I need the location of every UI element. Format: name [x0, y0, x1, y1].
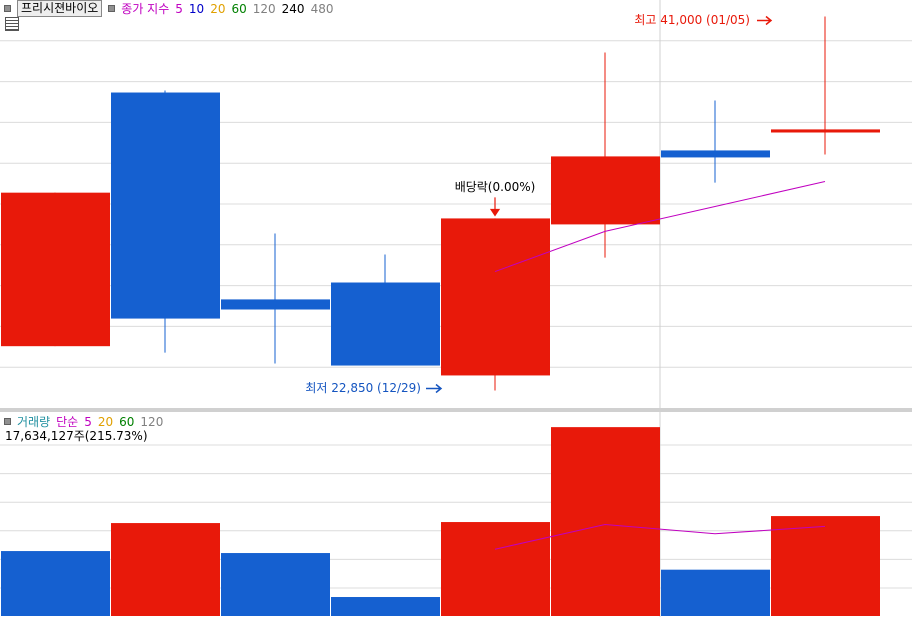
- legend-label[interactable]: 종가 지수: [121, 2, 170, 16]
- volume-bar: [331, 597, 440, 616]
- legend-period[interactable]: 60: [231, 1, 247, 16]
- legend-period[interactable]: 5: [175, 1, 183, 16]
- candle-body: [441, 218, 550, 376]
- legend-label[interactable]: 거래량: [17, 415, 51, 429]
- volume-bar: [1, 551, 110, 616]
- candle-body: [771, 129, 880, 133]
- ex-dividend-annotation: 배당락(0.00%): [455, 180, 536, 194]
- volume-bar: [441, 522, 550, 616]
- volume-info: 17,634,127주(215.73%): [5, 429, 148, 443]
- price-legend: 프리시젼바이오 종가 지수 5 10 20 60 120 240 480: [4, 0, 333, 17]
- candle-body: [661, 150, 770, 158]
- stock-name-button[interactable]: 프리시젼바이오: [17, 0, 103, 17]
- annotation-arrow: [757, 15, 773, 26]
- legend-period[interactable]: 10: [188, 1, 205, 16]
- candle-body: [331, 282, 440, 366]
- volume-legend: 거래량 단순 5 20 60 120: [4, 413, 163, 430]
- moving-average-line: [494, 181, 826, 273]
- volume-bar: [551, 427, 660, 616]
- candle-body: [1, 192, 110, 347]
- legend-period[interactable]: 120: [252, 1, 276, 16]
- volume-bar: [221, 553, 330, 616]
- candle-body: [551, 156, 660, 225]
- annotation-arrow: [489, 197, 501, 217]
- legend-period[interactable]: 20: [210, 1, 226, 16]
- volume-bar: [771, 516, 880, 616]
- panel-icon: [4, 5, 11, 12]
- volume-bar: [111, 523, 220, 616]
- volume-bar: [661, 569, 770, 616]
- candle-body: [111, 92, 220, 319]
- legend-period[interactable]: 240: [281, 1, 305, 16]
- panel-icon: [4, 418, 11, 425]
- moving-average-line: [494, 523, 826, 550]
- legend-period[interactable]: 120: [140, 414, 164, 429]
- legend-period[interactable]: 5: [84, 414, 92, 429]
- legend-period[interactable]: 20: [97, 414, 114, 429]
- legend-period[interactable]: 60: [119, 414, 135, 429]
- candle-body: [221, 299, 330, 310]
- legend-method[interactable]: 단순: [56, 415, 79, 429]
- table-icon[interactable]: [5, 17, 19, 31]
- low-annotation: 최저 22,850 (12/29): [305, 381, 421, 395]
- annotation-arrow: [426, 383, 443, 394]
- panel-icon: [108, 5, 116, 12]
- high-annotation: 최고 41,000 (01/05): [634, 13, 750, 27]
- legend-period[interactable]: 480: [310, 1, 334, 16]
